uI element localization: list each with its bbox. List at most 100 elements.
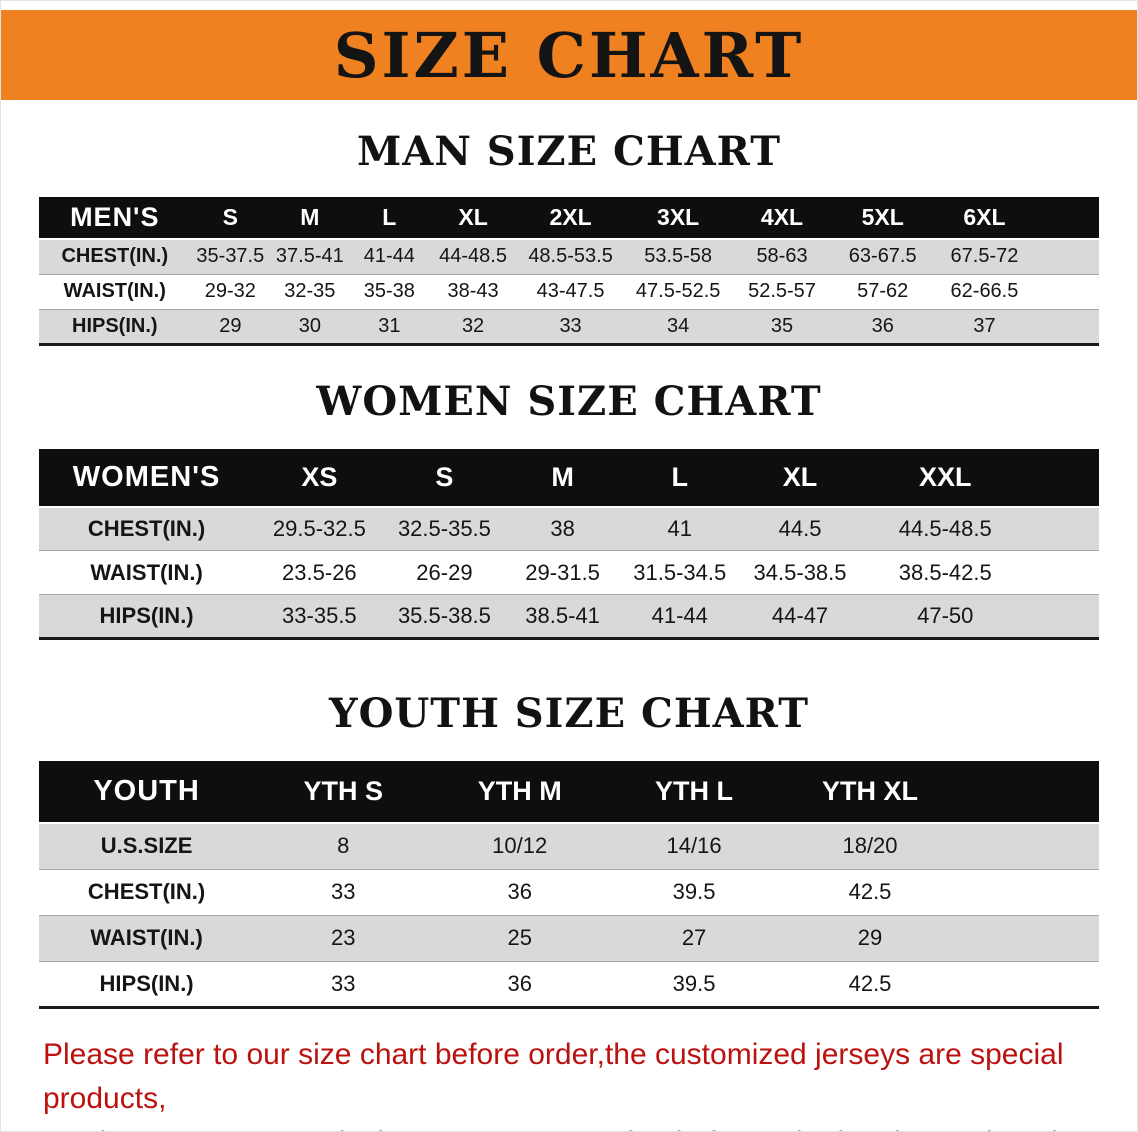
table-title-cell: MEN'S <box>39 197 191 239</box>
table-row: HIPS(IN.) 29 30 31 32 33 34 35 36 37 <box>39 309 1099 344</box>
table-row: CHEST(IN.) 33 36 39.5 42.5 <box>39 869 1099 915</box>
size-value: 41 <box>667 515 692 541</box>
size-value: 34.5-38.5 <box>753 559 847 585</box>
size-value: 31 <box>378 314 401 337</box>
size-value: 33 <box>559 314 582 337</box>
size-value: 30 <box>298 314 321 337</box>
filler-cell <box>959 823 1099 869</box>
filler-cell <box>1029 595 1099 639</box>
row-label: WAIST(IN.) <box>63 280 166 302</box>
table-row: WAIST(IN.) 23 25 27 29 <box>39 915 1099 961</box>
size-value: 14/16 <box>666 833 722 859</box>
size-value: 62-66.5 <box>950 280 1019 302</box>
size-column-header: L <box>620 448 739 507</box>
size-value: 18/20 <box>842 833 898 859</box>
size-value: 38 <box>550 515 575 541</box>
size-value: 27 <box>681 925 707 950</box>
order-policy-line-2: we don't accept cancel, change, teturn o… <box>43 1121 1137 1132</box>
size-value: 58-63 <box>756 245 808 268</box>
size-value: 33 <box>330 970 356 996</box>
size-value: 10/12 <box>492 833 548 859</box>
row-label: HIPS(IN.) <box>72 314 158 337</box>
size-column-header: M <box>504 448 621 507</box>
row-label: U.S.SIZE <box>100 833 193 859</box>
table-row: HIPS(IN.) 33 36 39.5 42.5 <box>39 961 1099 1007</box>
size-column-header: 6XL <box>933 197 1036 239</box>
size-column-header: XS <box>254 448 385 507</box>
size-value: 32.5-35.5 <box>397 515 491 541</box>
table-title-cell: YOUTH <box>39 761 255 823</box>
women-size-table: WOMEN'S XS S M L XL XXL CHEST(IN.) 29.5-32.5 32.5… <box>39 448 1099 640</box>
size-value: 37 <box>973 314 996 337</box>
size-column-header: M <box>270 197 350 239</box>
filler-cell <box>1029 507 1099 551</box>
filler-cell <box>1035 274 1099 309</box>
size-value: 29-31.5 <box>525 559 600 585</box>
size-value: 29 <box>219 314 242 337</box>
table-header-row: YOUTH YTH S YTH M YTH L YTH XL <box>39 761 1099 823</box>
size-value: 34 <box>667 314 690 337</box>
size-value: 8 <box>337 833 350 859</box>
row-label: CHEST(IN.) <box>87 879 206 904</box>
row-label: HIPS(IN.) <box>99 603 194 628</box>
page-title: SIZE CHART <box>333 18 805 92</box>
filler-cell <box>1028 448 1099 507</box>
size-value: 47.5-52.5 <box>635 280 721 302</box>
size-column-header: YTH L <box>607 761 781 823</box>
table-header-row: MEN'S S M L XL 2XL 3XL 4XL 5XL 6XL <box>39 197 1099 239</box>
women-size-section: WOMEN SIZE CHART WOMEN'S XS S M L XL XXL CHEST(… <box>1 377 1137 640</box>
size-value: 36 <box>871 314 894 337</box>
size-column-header: XXL <box>861 448 1029 507</box>
filler-cell <box>1035 309 1099 344</box>
women-section-heading: WOMEN SIZE CHART <box>316 377 822 425</box>
size-value: 53.5-58 <box>644 245 713 268</box>
size-column-header: XL <box>738 448 862 507</box>
size-value: 25 <box>507 925 532 950</box>
size-value: 38.5-42.5 <box>898 559 992 585</box>
youth-size-table: YOUTH YTH S YTH M YTH L YTH XL U.S.SIZE 8 10/12… <box>39 761 1099 1009</box>
table-row: CHEST(IN.) 35-37.5 37.5-41 41-44 44-48.5 48.5… <box>39 239 1099 274</box>
size-column-header: YTH S <box>254 761 433 823</box>
size-column-header: 5XL <box>831 197 934 239</box>
size-column-header: XL <box>429 197 518 239</box>
size-value: 39.5 <box>672 970 716 996</box>
size-value: 44-48.5 <box>439 245 507 268</box>
table-title-cell: WOMEN'S <box>39 448 255 507</box>
size-value: 33-35.5 <box>282 603 357 628</box>
filler-cell <box>959 915 1099 961</box>
size-value: 52.5-57 <box>748 280 816 302</box>
size-value: 44.5 <box>778 515 822 541</box>
size-value: 35.5-38.5 <box>397 603 491 628</box>
size-value: 32 <box>461 314 485 337</box>
table-row: U.S.SIZE 8 10/12 14/16 18/20 <box>39 823 1099 869</box>
size-value: 67.5-72 <box>950 245 1019 268</box>
size-value: 29.5-32.5 <box>272 515 366 541</box>
size-value: 42.5 <box>848 879 892 904</box>
size-value: 48.5-53.5 <box>528 245 613 268</box>
size-value: 47-50 <box>917 603 974 628</box>
row-label: HIPS(IN.) <box>99 970 194 996</box>
size-column-header: S <box>384 448 505 507</box>
size-column-header: S <box>190 197 271 239</box>
title-banner: SIZE CHART <box>1 10 1137 100</box>
table-header-row: WOMEN'S XS S M L XL XXL <box>39 448 1099 507</box>
men-size-section: MAN SIZE CHART MEN'S S M L XL 2XL 3XL 4XL 5XL 6XL… <box>1 128 1137 346</box>
size-value: 35 <box>770 314 794 337</box>
men-section-heading: MAN SIZE CHART <box>357 128 781 175</box>
size-value: 29-32 <box>204 280 256 302</box>
size-value: 57-62 <box>857 280 909 302</box>
table-row: HIPS(IN.) 33-35.5 35.5-38.5 38.5-41 41-44 44-… <box>39 594 1099 639</box>
size-value: 41-44 <box>651 603 708 628</box>
table-row: WAIST(IN.) 29-32 32-35 35-38 38-43 43-47.5 47.… <box>39 274 1099 309</box>
size-value: 43-47.5 <box>536 280 605 302</box>
filler-cell <box>959 961 1099 1007</box>
youth-section-heading: YOUTH SIZE CHART <box>329 690 809 737</box>
size-value: 63-67.5 <box>848 245 917 268</box>
size-value: 41-44 <box>363 245 415 268</box>
size-value: 35-38 <box>363 280 415 302</box>
size-value: 36 <box>507 879 532 904</box>
size-column-header: YTH XL <box>780 761 960 823</box>
row-label: WAIST(IN.) <box>90 559 203 585</box>
size-value: 42.5 <box>848 970 892 996</box>
filler-cell <box>1029 551 1099 595</box>
